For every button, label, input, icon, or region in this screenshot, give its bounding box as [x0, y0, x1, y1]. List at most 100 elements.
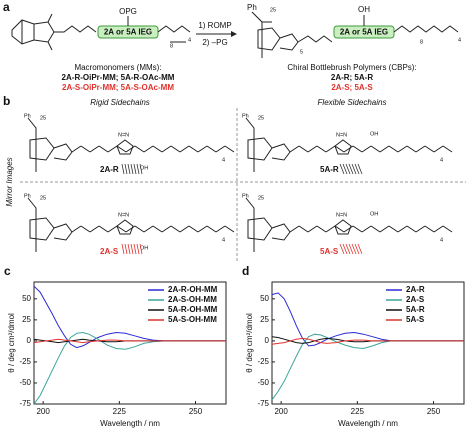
- subscript: 4: [222, 237, 225, 243]
- oh-label: OH: [140, 245, 148, 251]
- end-group: Ph: [242, 113, 249, 119]
- y-tick-label: -75: [257, 399, 269, 408]
- x-tick-label: 250: [427, 407, 441, 416]
- mirror-label: Mirror Images: [5, 157, 14, 206]
- step-label: 1) ROMP: [198, 21, 231, 30]
- subscript: 4: [440, 237, 443, 243]
- subscript: 4: [440, 157, 443, 163]
- flexible-title: Flexible Sidechains: [318, 98, 387, 107]
- cbp-s: 2A-S; 5A-S: [331, 83, 373, 92]
- ieg-label: 2A or 5A IEG: [340, 28, 388, 37]
- monomer-structure: [11, 13, 97, 51]
- helix-icon: [351, 243, 357, 255]
- y-tick-label: 25: [260, 315, 269, 324]
- panel-label: a: [3, 0, 10, 14]
- subscript: 4: [458, 37, 461, 43]
- x-tick-label: 250: [189, 407, 203, 416]
- helix-icon: [124, 163, 128, 175]
- helix-icon: [130, 163, 134, 175]
- legend-label: 5A-R-OH-MM: [168, 305, 218, 314]
- helix-icon: [130, 243, 134, 255]
- triazole-ring: [116, 139, 134, 155]
- y-tick-label: -75: [19, 399, 31, 408]
- helix-icon: [127, 243, 131, 255]
- panel-b: b Rigid Sidechains Flexible Sidechains M…: [3, 94, 466, 262]
- x-tick-label: 200: [274, 407, 288, 416]
- compound-label: 5A-S: [320, 247, 339, 256]
- helix-icon: [348, 243, 354, 255]
- helix-icon: [124, 243, 128, 255]
- legend-label: 2A-S-OH-MM: [168, 295, 217, 304]
- cbp-title: Chiral Bottlebrush Polymers (CBPs):: [287, 63, 416, 72]
- helix-icon: [342, 163, 348, 175]
- subscript: 4: [188, 37, 191, 43]
- triazole-label: N=N: [118, 212, 129, 218]
- chain: [127, 16, 191, 43]
- panel-label: c: [4, 264, 11, 278]
- divider: [20, 108, 466, 262]
- panel-label: b: [3, 94, 10, 108]
- x-tick-label: 225: [351, 407, 365, 416]
- helix-icon: [133, 243, 137, 255]
- helix-icon: [354, 163, 360, 175]
- ieg-label: 2A or 5A IEG: [104, 28, 152, 37]
- helix-icon: [136, 243, 140, 255]
- legend-label: 2A-S: [406, 295, 425, 304]
- subscript: 25: [258, 195, 264, 201]
- data-line: [33, 331, 226, 405]
- y-tick-label: -25: [19, 357, 31, 366]
- helix-icon: [348, 163, 354, 175]
- end-group: Ph: [242, 193, 249, 199]
- mm-s: 2A-S-OiPr-MM; 5A-S-OAc-MM: [62, 83, 174, 92]
- subscript: 25: [258, 115, 264, 121]
- data-line: [271, 333, 464, 401]
- x-tick-label: 200: [36, 407, 50, 416]
- helix-icon: [133, 163, 137, 175]
- step-label: 2) –PG: [202, 38, 227, 47]
- triazole-ring: [334, 219, 352, 235]
- legend-label: 5A-S-OH-MM: [168, 315, 217, 324]
- structures: N=N OH Ph 25 4 N=N OH Ph 25 4 N=N OH Ph 25 4 N=N OH Ph 25 4: [24, 113, 453, 255]
- end-group: Ph: [24, 193, 31, 199]
- sidechain-structure: [27, 197, 235, 252]
- y-tick-label: 50: [260, 294, 269, 303]
- sidechain-structure: [245, 117, 453, 172]
- helix-icon: [345, 163, 351, 175]
- compound-label: 5A-R: [320, 165, 339, 174]
- y-tick-label: -50: [19, 378, 31, 387]
- y-tick-label: -50: [257, 378, 269, 387]
- rigid-title: Rigid Sidechains: [90, 98, 150, 107]
- helix-icon: [121, 243, 125, 255]
- end-group: Ph: [24, 113, 31, 119]
- legend-label: 2A-R-OH-MM: [168, 285, 218, 294]
- oh-label: OH: [358, 5, 370, 14]
- panel-a: a 2A or 5A IEG OPG 8 4 1) ROMP 2) –PG Ph…: [3, 0, 461, 92]
- legend-label: 5A-R: [406, 305, 425, 314]
- helix-icon: [342, 243, 348, 255]
- oh-label: OH: [140, 165, 148, 171]
- legend-label: 2A-R: [406, 285, 425, 294]
- oh-label: OH: [370, 211, 378, 217]
- triazole-ring: [116, 219, 134, 235]
- helix-icon: [139, 163, 143, 175]
- helix-icon: [357, 163, 363, 175]
- cbp-r: 2A-R; 5A-R: [331, 73, 373, 82]
- end-group: Ph: [247, 3, 257, 12]
- subscript: 8: [420, 39, 423, 45]
- subscript: 5: [300, 49, 303, 55]
- y-tick-label: 25: [22, 315, 31, 324]
- subscript: 25: [40, 115, 46, 121]
- helix-icon: [127, 163, 131, 175]
- data-line: [271, 292, 464, 347]
- panel-label: d: [242, 264, 249, 278]
- helix-icon: [139, 243, 143, 255]
- plot-frame: [271, 281, 465, 405]
- helix-icon: [345, 243, 351, 255]
- y-tick-label: -25: [257, 357, 269, 366]
- subscript: 25: [40, 195, 46, 201]
- opg-label: OPG: [119, 7, 137, 16]
- helix-icon: [351, 163, 357, 175]
- compound-label: 2A-R: [100, 165, 119, 174]
